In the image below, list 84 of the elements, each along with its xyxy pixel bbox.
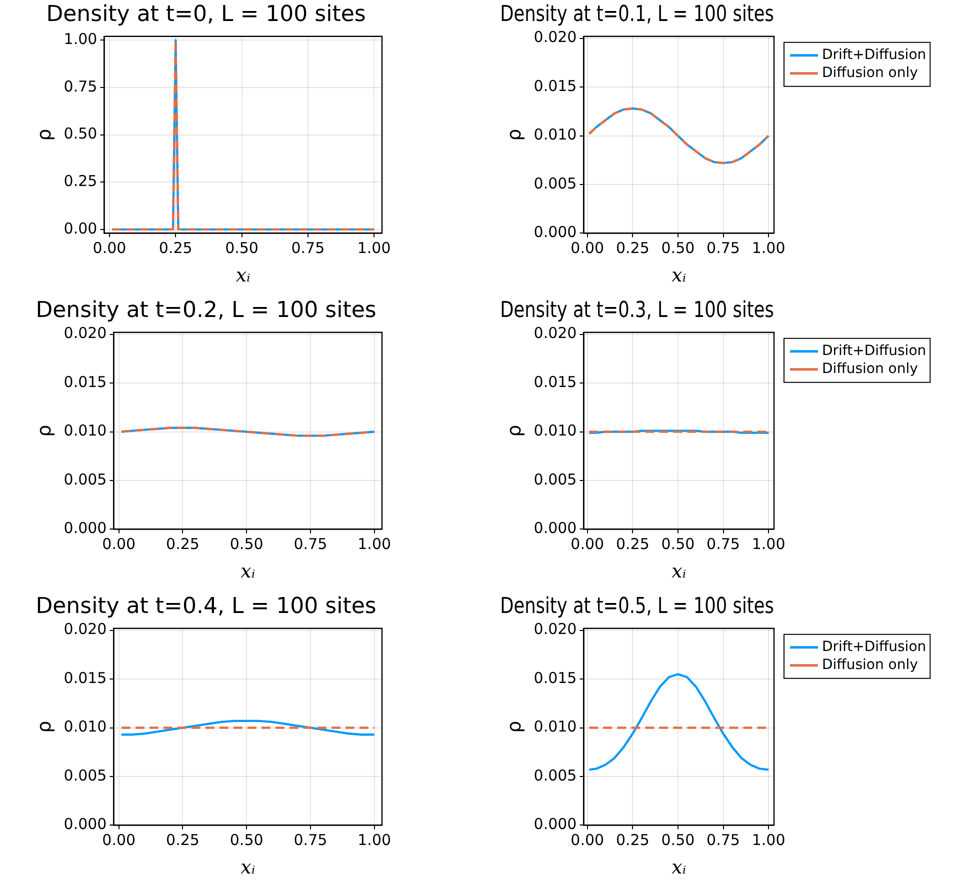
x-tick-label: 0.50 (661, 239, 695, 258)
y-axis-title: ρ (33, 128, 56, 141)
y-tick-label: 1.00 (64, 30, 98, 48)
legend-label: Drift+Diffusion (822, 47, 926, 64)
x-tick-label: 0.50 (230, 535, 264, 554)
x-tick-label: 0.75 (706, 239, 740, 258)
y-tick-label: 0.25 (64, 172, 98, 190)
y-tick-label: 0.015 (534, 76, 577, 95)
x-tick-label: 0.50 (661, 831, 695, 850)
y-tick-label: 0.020 (534, 28, 577, 46)
y-tick-label: 0.50 (64, 124, 98, 143)
y-tick-label: 0.010 (534, 422, 577, 440)
y-tick-label: 0.015 (534, 668, 577, 687)
x-axis-title: xᵢ (240, 856, 256, 879)
x-tick-label: 0.75 (291, 239, 325, 258)
x-axis-title: xᵢ (672, 264, 686, 287)
y-axis-title: ρ (33, 720, 56, 733)
y-tick-label: 0.005 (64, 766, 107, 784)
x-tick-label: 0.00 (102, 535, 136, 554)
x-tick-label: 0.25 (166, 535, 200, 554)
legend-label: Diffusion only (822, 65, 918, 82)
x-tick-label: 0.75 (294, 535, 328, 554)
y-tick-label: 0.010 (64, 422, 107, 440)
y-tick-label: 0.020 (64, 324, 107, 342)
chart-title: Density at t=0.5, L = 100 sites (500, 592, 774, 618)
chart-title: Density at t=0.4, L = 100 sites (36, 594, 376, 619)
chart-title: Density at t=0.3, L = 100 sites (500, 296, 774, 322)
x-tick-label: 0.75 (706, 535, 740, 554)
y-tick-label: 0.010 (534, 126, 577, 144)
x-tick-label: 1.00 (752, 831, 786, 850)
x-tick-label: 0.75 (706, 831, 740, 850)
chart-title: Density at t=0.2, L = 100 sites (36, 298, 376, 323)
y-tick-label: 0.000 (64, 519, 107, 538)
x-tick-label: 0.50 (230, 831, 264, 850)
y-tick-label: 0.00 (64, 219, 98, 238)
x-tick-label: 0.50 (661, 535, 695, 554)
x-tick-label: 1.00 (752, 239, 786, 258)
x-tick-label: 0.00 (570, 239, 604, 258)
x-tick-label: 0.00 (570, 535, 604, 554)
y-tick-label: 0.020 (534, 620, 577, 638)
x-tick-label: 0.00 (92, 239, 126, 258)
y-tick-label: 0.020 (534, 324, 577, 342)
legend-label: Diffusion only (822, 657, 918, 674)
x-axis-title: xᵢ (236, 264, 251, 287)
y-tick-label: 0.75 (64, 77, 98, 96)
x-tick-label: 0.75 (294, 831, 328, 850)
y-axis-title: ρ (503, 720, 526, 733)
y-tick-label: 0.015 (64, 372, 107, 391)
y-axis-title: ρ (503, 128, 526, 141)
x-tick-label: 0.25 (616, 831, 650, 850)
x-tick-label: 0.00 (570, 831, 604, 850)
y-tick-label: 0.005 (534, 470, 577, 488)
y-tick-label: 0.005 (534, 766, 577, 784)
x-tick-label: 0.00 (102, 831, 136, 850)
y-tick-label: 0.010 (64, 718, 107, 736)
y-axis-title: ρ (503, 424, 526, 437)
x-tick-label: 0.25 (166, 831, 200, 850)
y-tick-label: 0.020 (64, 620, 107, 638)
x-axis-title: xᵢ (672, 856, 686, 879)
chart-title: Density at t=0, L = 100 sites (46, 2, 366, 27)
legend-label: Drift+Diffusion (822, 639, 926, 656)
y-axis-title: ρ (33, 424, 56, 437)
chart-title: Density at t=0.1, L = 100 sites (500, 0, 774, 26)
y-tick-label: 0.005 (534, 174, 577, 192)
y-tick-label: 0.000 (534, 815, 577, 834)
x-tick-label: 0.25 (158, 239, 192, 258)
x-tick-label: 1.00 (358, 535, 392, 554)
x-tick-label: 0.25 (616, 535, 650, 554)
y-tick-label: 0.000 (534, 519, 577, 538)
x-tick-label: 1.00 (752, 535, 786, 554)
x-axis-title: xᵢ (672, 560, 686, 583)
y-tick-label: 0.000 (534, 223, 577, 242)
legend-label: Diffusion only (822, 361, 918, 378)
y-tick-label: 0.005 (64, 470, 107, 488)
y-tick-label: 0.015 (64, 668, 107, 687)
legend-label: Drift+Diffusion (822, 343, 926, 360)
y-tick-label: 0.015 (534, 372, 577, 391)
x-tick-label: 0.50 (225, 239, 258, 258)
x-tick-label: 1.00 (358, 831, 392, 850)
x-tick-label: 1.00 (357, 239, 391, 258)
x-tick-label: 0.25 (616, 239, 650, 258)
x-axis-title: xᵢ (240, 560, 256, 583)
y-tick-label: 0.010 (534, 718, 577, 736)
y-tick-label: 0.000 (64, 815, 107, 834)
